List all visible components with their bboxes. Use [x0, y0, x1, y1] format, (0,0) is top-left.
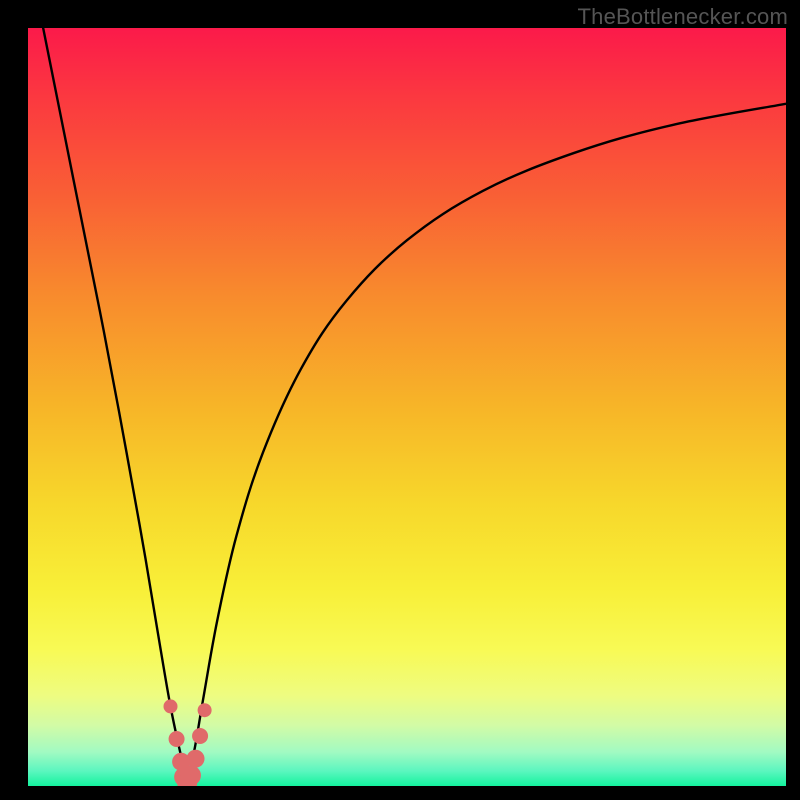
marker-point — [192, 728, 208, 744]
watermark-text: TheBottlenecker.com — [578, 4, 788, 30]
marker-point — [198, 703, 212, 717]
marker-point — [169, 731, 185, 747]
markers-group — [164, 699, 212, 786]
curve-right-branch — [187, 104, 786, 783]
marker-point — [164, 699, 178, 713]
figure-root: TheBottlenecker.com — [0, 0, 800, 800]
curve-layer — [28, 28, 786, 786]
marker-point — [181, 765, 201, 785]
curve-left-branch — [43, 28, 187, 783]
marker-point — [187, 750, 205, 768]
plot-area — [28, 28, 786, 786]
